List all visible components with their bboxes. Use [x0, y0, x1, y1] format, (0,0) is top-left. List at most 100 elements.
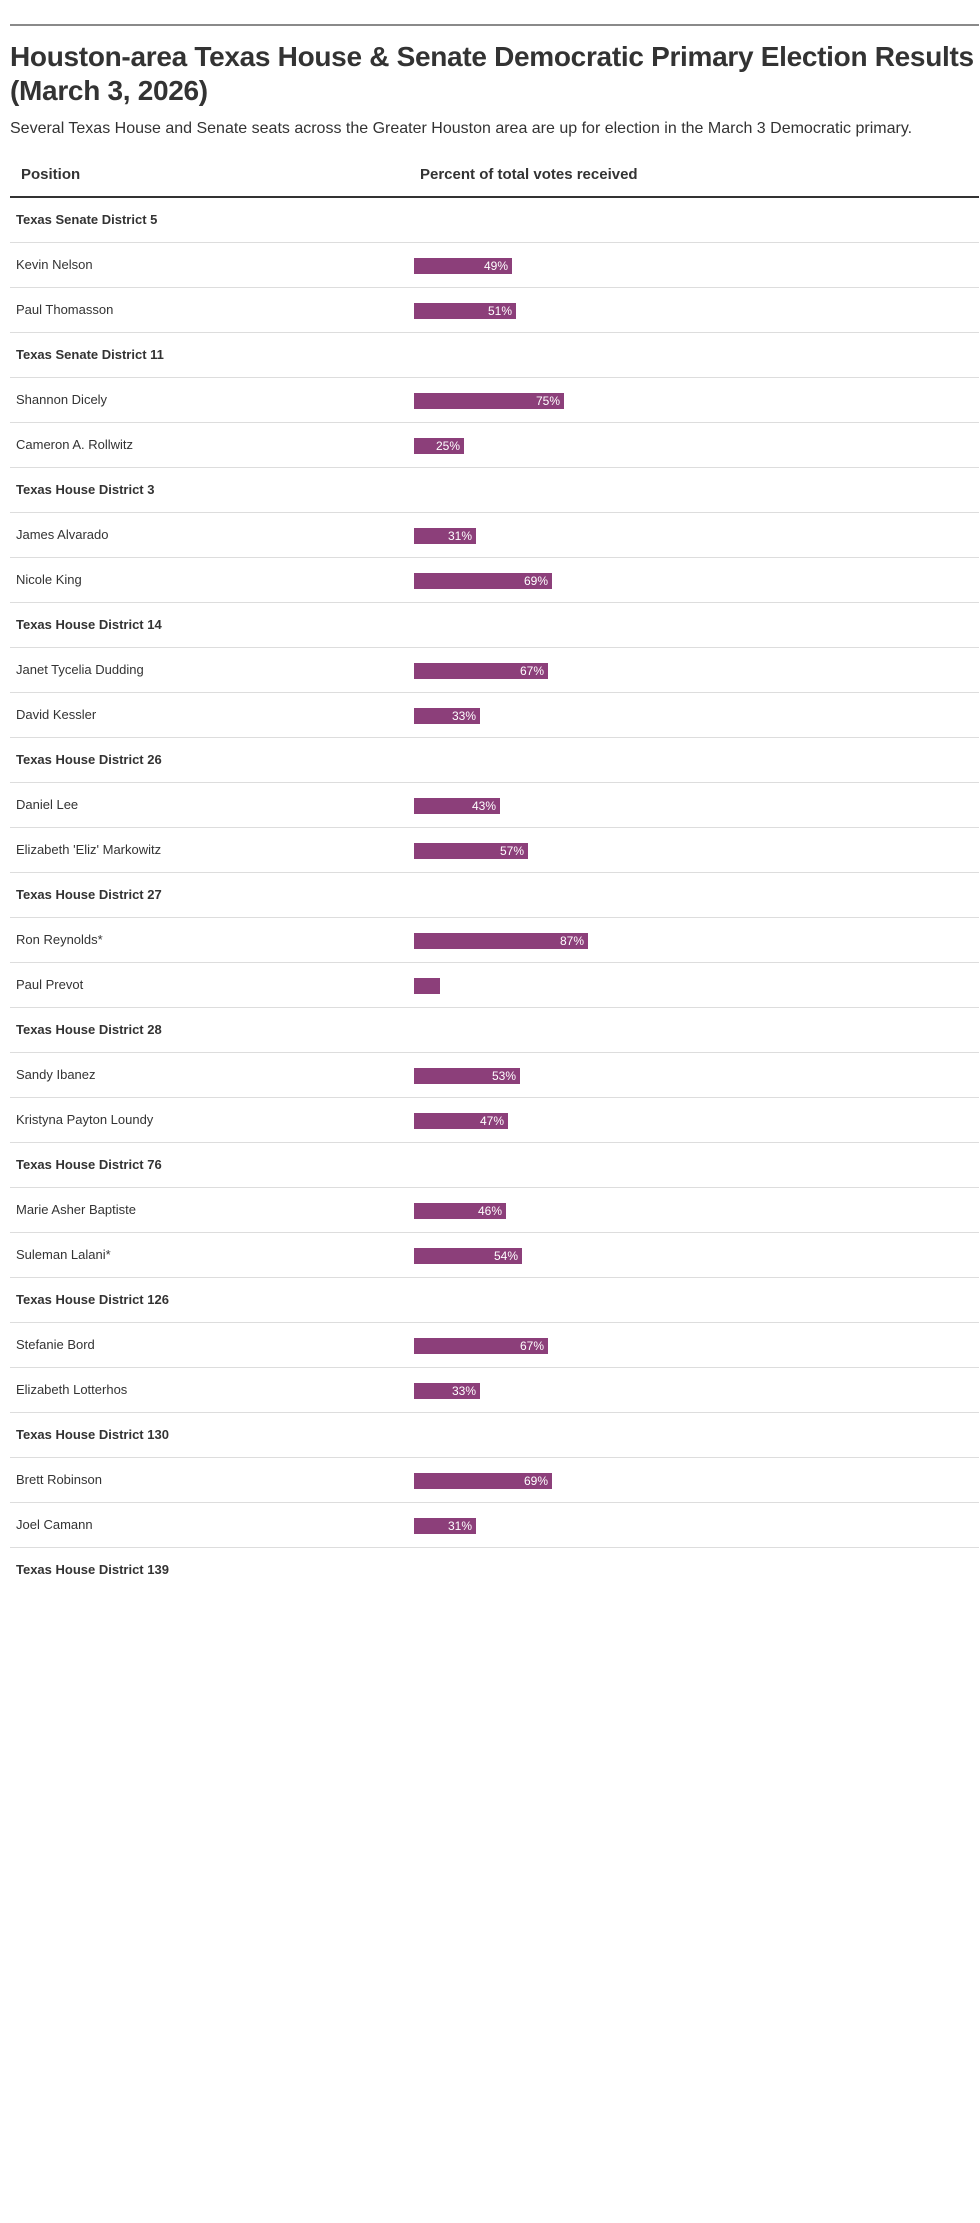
district-label: Texas House District 28 — [16, 1022, 162, 1037]
district-row: Texas House District 14 — [10, 603, 979, 648]
table-row: Sandy Ibanez 53% — [10, 1053, 979, 1098]
district-row: Texas House District 130 — [10, 1413, 979, 1458]
candidate-name: Ron Reynolds* — [16, 932, 103, 947]
bar-value-label: 75% — [535, 394, 560, 408]
district-row: Texas House District 76 — [10, 1143, 979, 1188]
bar-value-label: 46% — [477, 1204, 502, 1218]
district-label: Texas House District 3 — [16, 482, 155, 497]
bar: 69% — [414, 1473, 552, 1489]
candidate-name: James Alvarado — [16, 527, 109, 542]
table-row: Shannon Dicely 75% — [10, 378, 979, 423]
table-row: Marie Asher Baptiste 46% — [10, 1188, 979, 1233]
candidate-name: Stefanie Bord — [16, 1337, 95, 1352]
bar: 49% — [414, 258, 512, 274]
district-row: Texas House District 27 — [10, 873, 979, 918]
candidate-name: Elizabeth Lotterhos — [16, 1382, 128, 1397]
bar: 57% — [414, 843, 528, 859]
candidate-name: Joel Camann — [16, 1517, 93, 1532]
table-row: Kristyna Payton Loundy 47% — [10, 1098, 979, 1143]
bar-value-label: 69% — [523, 1474, 548, 1488]
bar-value-label: 57% — [499, 844, 524, 858]
bar: 33% — [414, 1383, 480, 1399]
district-row: Texas House District 28 — [10, 1008, 979, 1053]
bar: 69% — [414, 573, 552, 589]
chart-title: Houston-area Texas House & Senate Democr… — [10, 41, 974, 106]
bar: 33% — [414, 708, 480, 724]
bar: 51% — [414, 303, 516, 319]
bar-value-label: 54% — [493, 1249, 518, 1263]
bar-value-label: 49% — [483, 259, 508, 273]
candidate-name: Paul Thomasson — [16, 302, 114, 317]
bar-value-label: 31% — [447, 1519, 472, 1533]
table-row: Kevin Nelson 49% — [10, 243, 979, 288]
district-label: Texas Senate District 5 — [16, 212, 158, 227]
district-label: Texas House District 139 — [16, 1562, 169, 1577]
table-row: Stefanie Bord 67% — [10, 1323, 979, 1368]
chart: Houston-area Texas House & Senate Democr… — [10, 24, 979, 1592]
district-label: Texas House District 130 — [16, 1427, 169, 1442]
table-row: Joel Camann 31% — [10, 1503, 979, 1548]
district-row: Texas House District 26 — [10, 738, 979, 783]
results-table: Position Percent of total votes received… — [10, 154, 979, 1592]
candidate-name: Elizabeth 'Eliz' Markowitz — [16, 842, 162, 857]
candidate-name: Marie Asher Baptiste — [16, 1202, 136, 1217]
candidate-name: Paul Prevot — [16, 977, 84, 992]
table-row: Ron Reynolds* 87% — [10, 918, 979, 963]
chart-subtitle: Several Texas House and Senate seats acr… — [10, 120, 913, 137]
bar: 31% — [414, 528, 476, 544]
bar: 53% — [414, 1068, 520, 1084]
bar-value-label: 51% — [487, 304, 512, 318]
table-row: Elizabeth 'Eliz' Markowitz 57% — [10, 828, 979, 873]
table-row: David Kessler 33% — [10, 693, 979, 738]
bar — [414, 978, 440, 994]
district-label: Texas House District 76 — [16, 1157, 162, 1172]
bar: 47% — [414, 1113, 508, 1129]
district-row: Texas House District 139 — [10, 1548, 979, 1592]
district-label: Texas House District 126 — [16, 1292, 169, 1307]
district-label: Texas Senate District 11 — [16, 347, 164, 362]
table-row: Elizabeth Lotterhos 33% — [10, 1368, 979, 1413]
bar-value-label: 47% — [479, 1114, 504, 1128]
bar-value-label: 67% — [519, 664, 544, 678]
candidate-name: Cameron A. Rollwitz — [16, 437, 134, 452]
district-row: Texas Senate District 11 — [10, 333, 979, 378]
top-rule — [10, 24, 979, 26]
bar-value-label: 67% — [519, 1339, 544, 1353]
bar-value-label: 33% — [451, 709, 476, 723]
table-row: Suleman Lalani* 54% — [10, 1233, 979, 1278]
district-row: Texas House District 3 — [10, 468, 979, 513]
bar-value-label: 69% — [523, 574, 548, 588]
bar: 46% — [414, 1203, 506, 1219]
table-row: Nicole King 69% — [10, 558, 979, 603]
bar: 31% — [414, 1518, 476, 1534]
candidate-name: Sandy Ibanez — [16, 1067, 96, 1082]
table-body: Texas Senate District 5 Kevin Nelson 49% Pa… — [10, 198, 979, 1592]
table-header: Position Percent of total votes received — [10, 154, 979, 198]
district-label: Texas House District 26 — [16, 752, 162, 767]
candidate-name: Brett Robinson — [16, 1472, 102, 1487]
table-row: Daniel Lee 43% — [10, 783, 979, 828]
bar-value-label: 53% — [491, 1069, 516, 1083]
bar: 87% — [414, 933, 588, 949]
table-row: Cameron A. Rollwitz 25% — [10, 423, 979, 468]
candidate-name: Kevin Nelson — [16, 257, 93, 272]
bar: 25% — [414, 438, 464, 454]
bar-value-label: 43% — [471, 799, 496, 813]
district-row: Texas House District 126 — [10, 1278, 979, 1323]
candidate-name: David Kessler — [16, 707, 97, 722]
table-row: Paul Prevot — [10, 963, 979, 1008]
district-row: Texas Senate District 5 — [10, 198, 979, 243]
bar: 43% — [414, 798, 500, 814]
table-row: Brett Robinson 69% — [10, 1458, 979, 1503]
bar: 75% — [414, 393, 564, 409]
candidate-name: Suleman Lalani* — [16, 1247, 111, 1262]
table-row: Paul Thomasson 51% — [10, 288, 979, 333]
candidate-name: Kristyna Payton Loundy — [16, 1112, 154, 1127]
bar: 67% — [414, 663, 548, 679]
column-header-position: Position — [21, 166, 81, 183]
candidate-name: Janet Tycelia Dudding — [16, 662, 144, 677]
district-label: Texas House District 14 — [16, 617, 162, 632]
column-header-percent: Percent of total votes received — [420, 166, 638, 183]
bar-value-label: 31% — [447, 529, 472, 543]
bar-value-label: 33% — [451, 1384, 476, 1398]
